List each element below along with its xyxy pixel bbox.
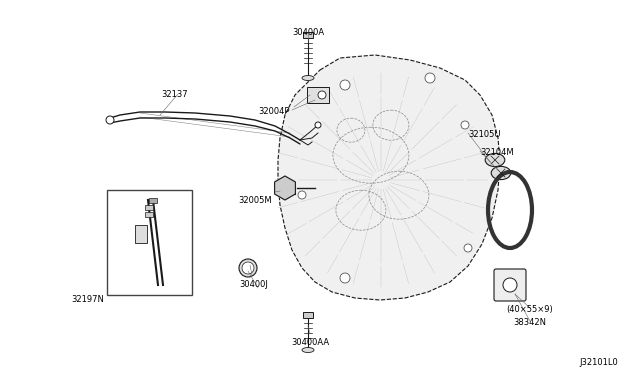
Circle shape (239, 259, 257, 277)
Text: 38342N: 38342N (513, 318, 547, 327)
Text: 32004P: 32004P (259, 107, 290, 116)
Bar (145, 205, 153, 210)
Text: 30400J: 30400J (239, 280, 268, 289)
Circle shape (464, 244, 472, 252)
Ellipse shape (302, 76, 314, 80)
Text: 30400AA: 30400AA (291, 338, 329, 347)
Text: 32104M: 32104M (480, 148, 514, 157)
Circle shape (318, 91, 326, 99)
Ellipse shape (302, 347, 314, 353)
Bar (303, 312, 313, 318)
FancyBboxPatch shape (494, 269, 526, 301)
Text: 32197N: 32197N (72, 295, 104, 304)
Ellipse shape (485, 153, 505, 167)
Circle shape (106, 116, 114, 124)
Bar (307, 87, 329, 103)
Polygon shape (275, 176, 296, 200)
Bar (135, 225, 147, 243)
Bar (107, 190, 192, 295)
Ellipse shape (492, 166, 511, 180)
Text: 30400A: 30400A (292, 28, 324, 37)
Circle shape (315, 122, 321, 128)
Polygon shape (278, 55, 500, 300)
Text: J32101L0: J32101L0 (579, 358, 618, 367)
Bar (303, 32, 313, 38)
Bar (149, 198, 157, 203)
Circle shape (340, 80, 350, 90)
Circle shape (461, 121, 469, 129)
Circle shape (242, 262, 254, 274)
Text: (40×55×9): (40×55×9) (507, 305, 554, 314)
Circle shape (340, 273, 350, 283)
Circle shape (503, 278, 517, 292)
Circle shape (298, 191, 306, 199)
Bar (145, 212, 153, 217)
Text: 32137: 32137 (162, 90, 188, 99)
Circle shape (425, 73, 435, 83)
Text: 32105U: 32105U (468, 130, 500, 139)
Text: 32005M: 32005M (238, 196, 272, 205)
